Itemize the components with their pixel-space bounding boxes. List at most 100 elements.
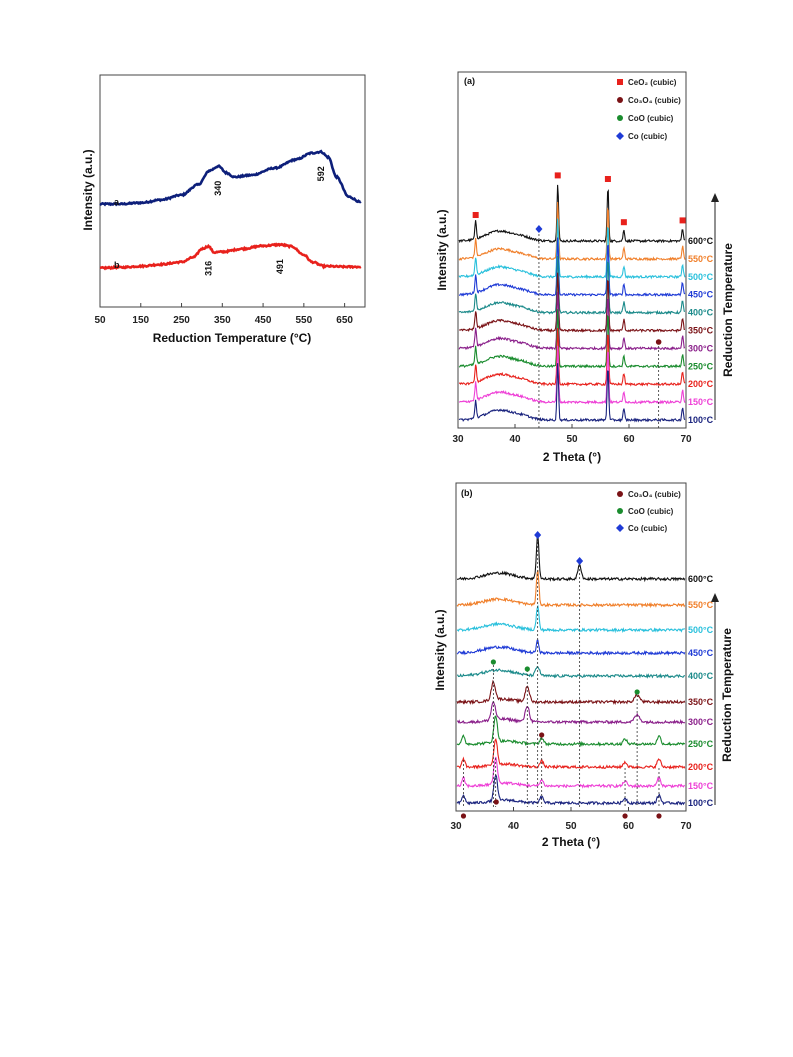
xrd-a-series-label: 400°C <box>688 308 714 318</box>
tpr-x-axis-label: Reduction Temperature (°C) <box>153 331 312 345</box>
tpr-tick-label: 250 <box>173 315 190 326</box>
tpr-line-a <box>99 149 362 207</box>
xrd-b-series-label: 350°C <box>688 697 714 707</box>
co-marker-icon <box>535 225 543 233</box>
xrd-b-series-label: 200°C <box>688 762 714 772</box>
co3o4-marker-icon <box>655 339 662 345</box>
xrd-a-line <box>458 201 686 262</box>
xrd-b-arrow-head-icon <box>711 593 719 602</box>
xrd-b-line <box>456 679 686 706</box>
xrd-b-series-label: 250°C <box>688 739 714 749</box>
xrd-a-series-label: 550°C <box>688 254 714 264</box>
xrd-b-tick-label: 70 <box>680 821 692 832</box>
xrd-a-line <box>458 184 686 244</box>
xrd-a-line <box>458 309 686 369</box>
ceo2-marker-icon <box>604 176 611 182</box>
tpr-series-b-label: b <box>114 260 120 270</box>
coo-marker-icon <box>634 689 640 695</box>
xrd-a-series-label: 150°C <box>688 397 714 407</box>
xrd-b-line <box>456 604 686 634</box>
xrd-b-line <box>457 666 685 679</box>
xrd-a-tick-label: 30 <box>452 434 464 445</box>
legend-entry-label: CoO (cubic) <box>628 114 674 123</box>
xrd-b-tick-label: 30 <box>450 821 462 832</box>
legend-circle-icon <box>617 491 623 497</box>
legend-circle-icon <box>617 115 623 121</box>
xrd-b-chart: (b) Co₃O₄ (cubic) CoO (cubic) Co (cubic) 6… <box>433 482 734 849</box>
xrd-b-tick-label: 50 <box>565 821 577 832</box>
xrd-b-series-label: 100°C <box>688 798 714 808</box>
legend-diamond-icon <box>616 524 624 532</box>
xrd-b-line <box>456 569 686 609</box>
legend-entry-label: CoO (cubic) <box>628 507 674 516</box>
xrd-a-panel-label: (a) <box>464 76 475 86</box>
tpr-x-ticks: 50 150 250 350 450 550 650 <box>94 303 353 326</box>
xrd-a-line <box>458 363 686 423</box>
legend-circle-icon <box>617 97 623 103</box>
tpr-tick-label: 50 <box>94 315 106 326</box>
xrd-b-line <box>456 756 685 789</box>
xrd-a-line <box>459 327 686 387</box>
xrd-b-series-group: 600°C 550°C 500°C 450°C 400°C 350°C 300°C 250°C… <box>456 531 714 819</box>
legend-entry-label: Co (cubic) <box>628 524 667 533</box>
legend-entry-label: Co (cubic) <box>628 132 667 141</box>
tpr-series-a-label: a <box>114 197 120 207</box>
xrd-b-x-axis-label: 2 Theta (°) <box>542 835 600 849</box>
legend-entry-label: CeO₂ (cubic) <box>628 78 677 87</box>
xrd-a-series-label: 200°C <box>688 379 714 389</box>
ceo2-marker-icon <box>554 172 561 179</box>
xrd-b-line <box>456 773 686 806</box>
xrd-a-x-ticks: 30 40 50 60 70 <box>452 424 692 445</box>
xrd-a-right-label: Reduction Temperature <box>721 243 735 377</box>
tpr-y-axis-label: Intensity (a.u.) <box>81 149 95 230</box>
xrd-b-series-label: 450°C <box>688 648 714 658</box>
tpr-tick-label: 650 <box>336 315 353 326</box>
tpr-plot-frame <box>99 74 366 308</box>
xrd-a-series-label: 500°C <box>688 272 714 282</box>
xrd-a-tick-label: 70 <box>680 434 692 445</box>
co3o4-marker-icon <box>493 799 499 805</box>
xrd-a-series-label: 250°C <box>688 361 714 371</box>
xrd-a-series-group: 600°C 550°C 500°C 450°C 400°C 350°C 300°C 250°C… <box>458 172 714 428</box>
tpr-peak-label: 592 <box>316 166 326 181</box>
xrd-b-legend: Co₃O₄ (cubic) CoO (cubic) Co (cubic) <box>616 490 681 533</box>
xrd-a-chart: (a) CeO₂ (cubic) Co₃O₄ (cubic) CoO (cubic)… <box>435 71 735 464</box>
tpr-peak-label: 340 <box>213 181 223 196</box>
tpr-tick-label: 550 <box>296 315 313 326</box>
xrd-b-series-label: 150°C <box>688 781 714 791</box>
legend-square-icon <box>617 79 623 85</box>
xrd-b-series-label: 300°C <box>688 717 714 727</box>
xrd-b-series-label: 400°C <box>688 671 714 681</box>
co-marker-icon <box>534 531 542 539</box>
xrd-b-panel-label: (b) <box>461 488 473 498</box>
tpr-peak-label: 491 <box>275 259 285 274</box>
xrd-b-line <box>456 738 686 770</box>
xrd-a-line <box>458 255 686 316</box>
legend-entry-label: Co₃O₄ (cubic) <box>628 96 681 105</box>
co3o4-marker-icon <box>656 813 662 819</box>
xrd-a-tick-label: 60 <box>623 434 635 445</box>
xrd-a-tick-label: 40 <box>509 434 521 445</box>
xrd-b-series-label: 500°C <box>688 625 714 635</box>
xrd-a-tick-label: 50 <box>566 434 578 445</box>
legend-diamond-icon <box>616 132 624 140</box>
xrd-a-x-axis-label: 2 Theta (°) <box>543 450 601 464</box>
co3o4-marker-icon <box>460 813 467 819</box>
xrd-a-arrow-head-icon <box>711 193 719 202</box>
tpr-tick-label: 450 <box>255 315 272 326</box>
xrd-b-line <box>457 701 686 725</box>
xrd-a-line <box>459 237 686 298</box>
xrd-a-line <box>458 218 686 280</box>
xrd-a-line <box>458 291 686 351</box>
xrd-a-line <box>458 345 686 405</box>
xrd-b-line <box>456 715 686 748</box>
ceo2-marker-icon <box>472 212 479 218</box>
tpr-tick-label: 350 <box>214 315 231 326</box>
legend-entry-label: Co₃O₄ (cubic) <box>628 490 681 499</box>
co3o4-marker-icon <box>539 732 545 738</box>
coo-marker-icon <box>524 666 530 672</box>
tpr-tick-label: 150 <box>132 315 149 326</box>
tpr-series-group: 340 592 316 491 <box>99 149 362 276</box>
co3o4-marker-icon <box>622 813 628 819</box>
